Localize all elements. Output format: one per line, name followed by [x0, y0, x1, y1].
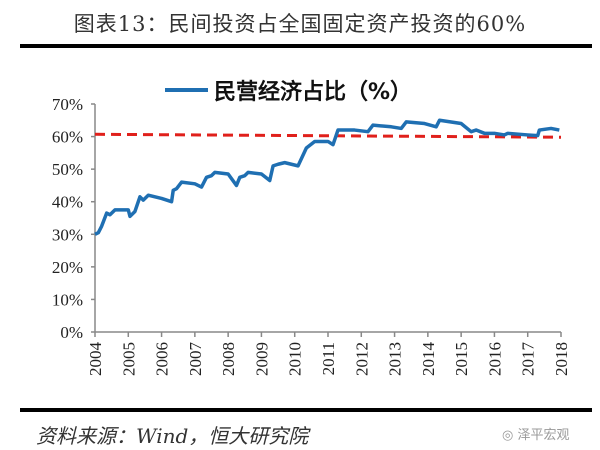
y-tick-label: 40% — [52, 193, 83, 212]
x-tick-label: 2010 — [286, 342, 305, 376]
x-tick-label: 2011 — [319, 342, 338, 375]
watermark: ◎ 泽平宏观 — [502, 424, 570, 443]
top-rule — [20, 44, 592, 48]
y-tick-label: 20% — [52, 258, 83, 277]
x-tick-label: 2012 — [352, 342, 371, 376]
y-tick-label: 30% — [52, 225, 83, 244]
y-tick-label: 0% — [60, 323, 83, 342]
x-tick-label: 2015 — [452, 342, 471, 376]
y-tick-label: 60% — [52, 128, 83, 147]
figure-title: 图表13：民间投资占全国固定资产投资的60% — [73, 12, 527, 36]
y-tick-label: 50% — [52, 160, 83, 179]
x-tick-label: 2007 — [186, 342, 205, 377]
reference-line-60pct — [94, 132, 562, 139]
x-tick-label: 2017 — [519, 342, 538, 377]
legend-label: 民营经济占比（%） — [214, 79, 412, 105]
x-tick-label: 2016 — [485, 342, 504, 376]
x-tick-label: 2014 — [419, 342, 438, 377]
watermark-text: 泽平宏观 — [517, 428, 570, 443]
x-tick-label: 2018 — [552, 342, 571, 376]
y-tick-label: 10% — [52, 290, 83, 309]
x-tick-label: 2013 — [386, 342, 405, 376]
series-line-private-share — [94, 118, 560, 236]
wechat-icon: ◎ — [502, 428, 518, 443]
x-tick-label: 2009 — [252, 342, 271, 376]
source-note: 资料来源：Wind，恒大研究院 — [36, 424, 309, 448]
bottom-rule — [20, 408, 592, 412]
x-tick-label: 2004 — [86, 342, 105, 377]
y-tick-label: 70% — [52, 95, 83, 114]
x-tick-label: 2005 — [119, 342, 138, 376]
x-tick-label: 2006 — [153, 342, 172, 376]
x-tick-label: 2008 — [219, 342, 238, 376]
